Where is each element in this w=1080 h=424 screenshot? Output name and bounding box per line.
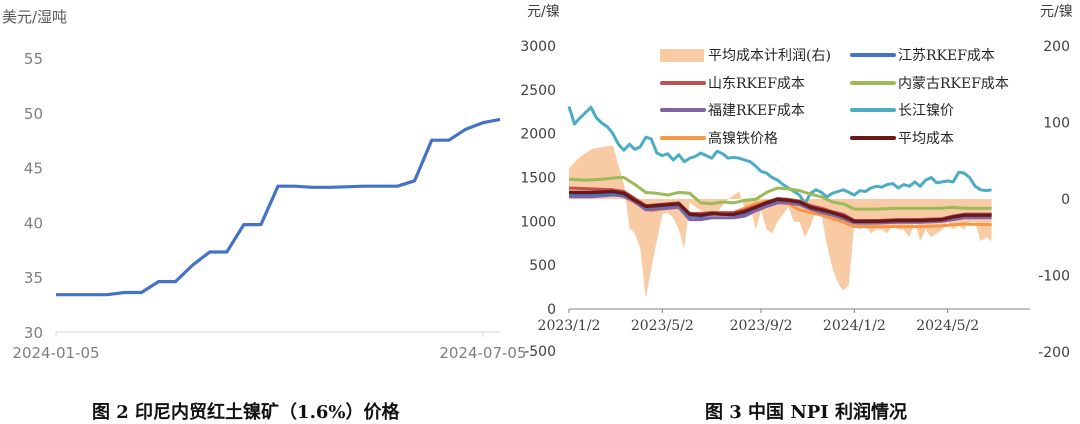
changjiang-line xyxy=(567,105,992,206)
neimenggu-line xyxy=(568,176,992,211)
right-y2-tick-label: 100 xyxy=(1043,116,1070,132)
right-y-axis-title: 元/镍 xyxy=(527,4,560,20)
left-chart-caption: 图 2 印尼内贸红土镍矿（1.6%）价格 xyxy=(92,402,400,423)
legend-swatch-profit xyxy=(660,49,704,62)
left-y-tick-label: 55 xyxy=(24,50,43,68)
right-x-tick-label: 2023/1/2 xyxy=(538,318,601,334)
left-y-tick-label: 40 xyxy=(24,214,43,232)
legend-label-avg: 平均成本 xyxy=(898,131,954,147)
left-y-tick-label: 30 xyxy=(24,324,43,342)
right-y2-tick-label: 0 xyxy=(1061,192,1070,208)
left-y-tick-label: 50 xyxy=(24,105,43,123)
right-chart-caption: 图 3 中国 NPI 利润情况 xyxy=(705,402,907,423)
right-y-tick-label: -500 xyxy=(524,344,556,360)
right-y2-tick-label: -200 xyxy=(1038,345,1070,361)
right-x-tick-label: 2024/5/2 xyxy=(916,318,979,334)
right-y2-axis-title: 元/镍 xyxy=(1040,4,1073,20)
left-x-tick-label: 2024-01-05 xyxy=(12,344,99,362)
right-y-tick-label: 2500 xyxy=(520,83,556,99)
right-y2-tick-label: 200 xyxy=(1043,39,1070,55)
right-x-tick-label: 2023/5/2 xyxy=(631,318,694,334)
right-x-tick-label: 2024/1/2 xyxy=(823,318,886,334)
right-y-tick-label: 500 xyxy=(529,258,556,274)
right-y-tick-label: 1500 xyxy=(520,171,556,187)
fujian-line xyxy=(569,193,992,225)
legend-label-fujian: 福建RKEF成本 xyxy=(708,103,805,119)
legend-label-shandong: 山东RKEF成本 xyxy=(708,76,805,92)
left-x-tick-label: 2024-07-05 xyxy=(439,344,526,362)
right-y-tick-label: 1000 xyxy=(520,214,556,230)
legend-label-gaonie: 高镍铁价格 xyxy=(708,130,778,147)
left-y-axis-title: 美元/湿吨 xyxy=(2,8,67,26)
avg-line xyxy=(569,189,992,224)
left-price-line xyxy=(56,117,501,297)
right-y2-tick-label: -100 xyxy=(1038,269,1070,285)
right-y-tick-label: 3000 xyxy=(520,39,556,55)
legend-label-neimenggu: 内蒙古RKEF成本 xyxy=(898,76,1009,92)
right-y-tick-label: 0 xyxy=(547,302,556,318)
left-y-tick-label: 35 xyxy=(24,269,43,287)
right-x-tick-label: 2023/9/2 xyxy=(730,318,793,334)
legend-label-jiangsu: 江苏RKEF成本 xyxy=(898,48,995,64)
legend-label-changjiang: 长江镍价 xyxy=(898,103,954,119)
left-y-tick-label: 45 xyxy=(24,160,43,178)
right-y-tick-label: 2000 xyxy=(520,127,556,143)
legend-label-profit: 平均成本计利润(右) xyxy=(708,48,831,64)
